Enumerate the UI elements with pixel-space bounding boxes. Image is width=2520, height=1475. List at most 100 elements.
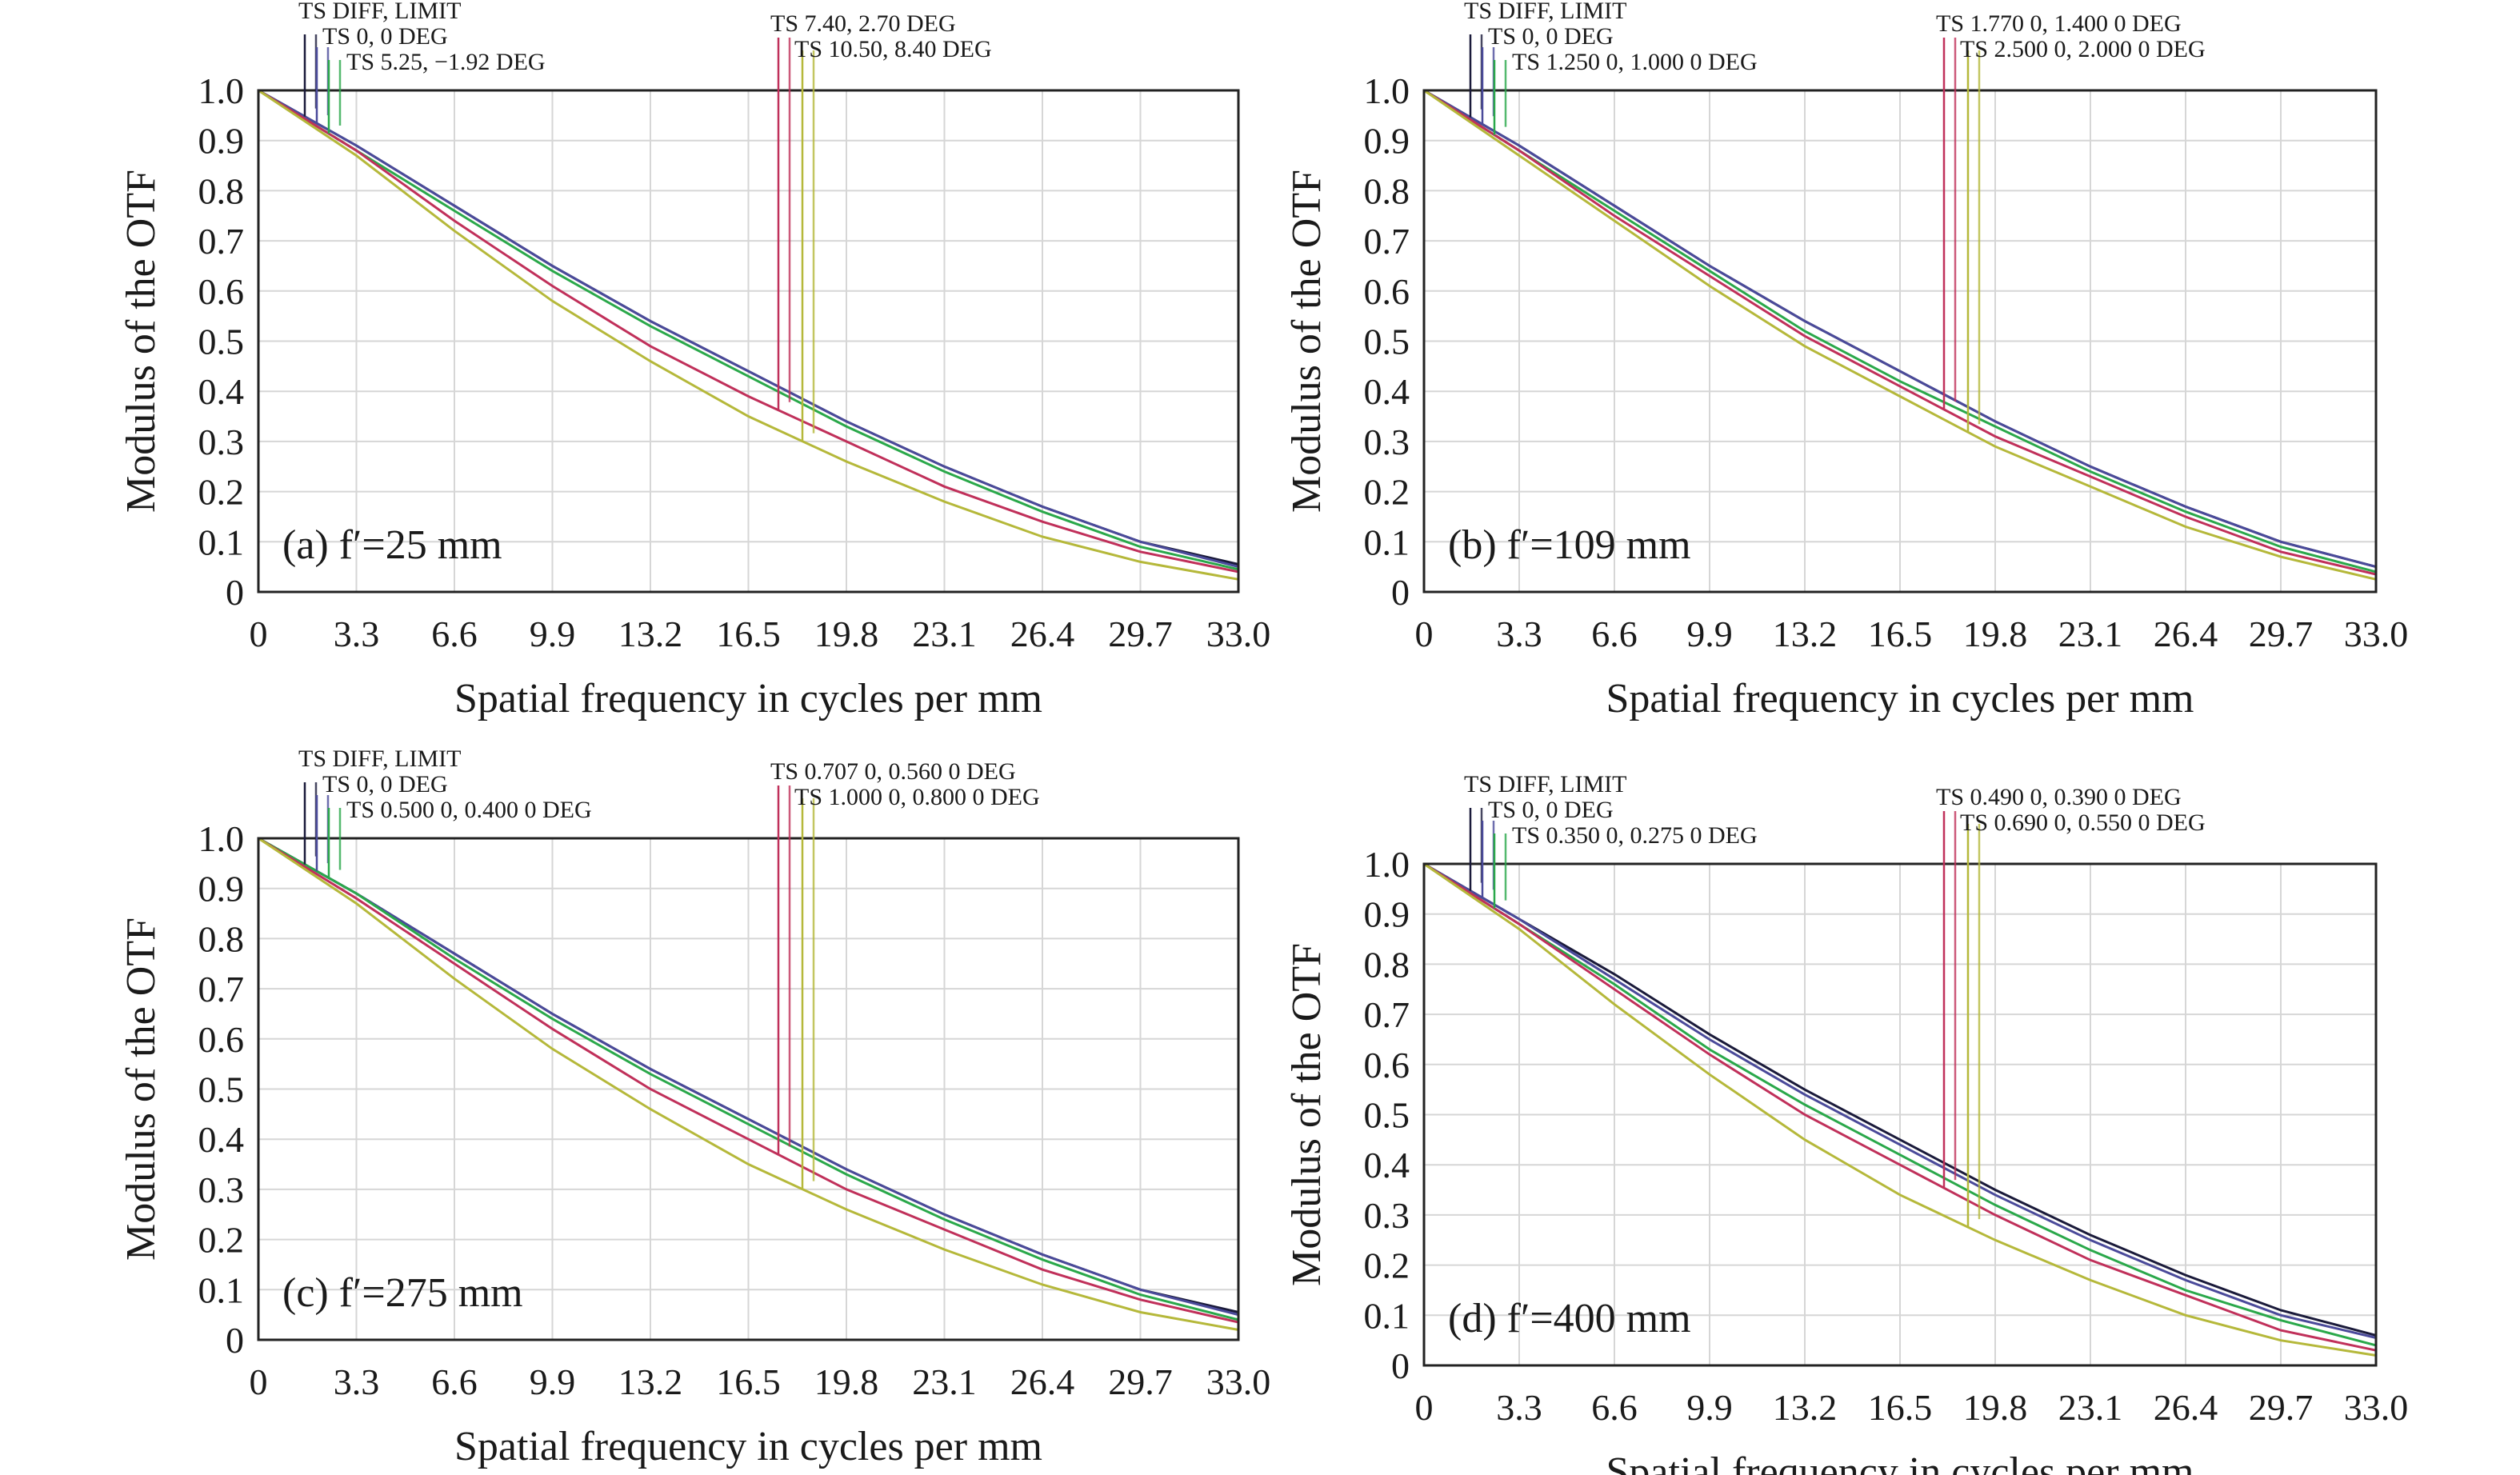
- y-tick-label: 0.8: [198, 170, 245, 211]
- legend-label: TS 1.250 0, 1.000 0 DEG: [1512, 49, 1758, 75]
- x-axis-title: Spatial frequency in cycles per mm: [1606, 1449, 2194, 1475]
- x-tick-label: 0: [1415, 1387, 1434, 1428]
- y-tick-label: 0.5: [198, 1069, 245, 1110]
- chart-panel-2: 0 3.3 6.6 9.9 13.2 16.5 19.8 23.1 26.4 29.7 33.0 0 0…: [118, 745, 1270, 1469]
- y-tick-label: 0.8: [1364, 170, 1410, 211]
- series-line-4: [1423, 862, 2377, 1357]
- panel-label: (d) f′=400 mm: [1448, 1296, 1691, 1341]
- x-tick-label: 33.0: [1206, 614, 1271, 654]
- y-tick-label: 0.3: [198, 422, 245, 462]
- x-tick-label: 19.8: [1963, 614, 2028, 654]
- y-tick-label: 0.7: [1364, 994, 1410, 1035]
- y-axis-title: Modulus of the OTF: [118, 917, 164, 1261]
- y-tick-label: 0.4: [1364, 1145, 1410, 1185]
- y-tick-label: 0.9: [198, 869, 245, 909]
- y-axis-title: Modulus of the OTF: [1284, 943, 1330, 1286]
- legend-label: TS DIFF, LIMIT: [1464, 771, 1626, 797]
- y-tick-label: 0.5: [198, 322, 245, 362]
- legend-label: TS 2.500 0, 2.000 0 DEG: [1960, 36, 2206, 62]
- series-line-3: [1423, 862, 2377, 1352]
- y-tick-label: 0.2: [1364, 1245, 1410, 1286]
- x-tick-label: 0: [250, 1361, 268, 1402]
- series-line-2: [1423, 862, 2377, 1347]
- y-tick-label: 0: [1391, 1345, 1410, 1386]
- y-tick-label: 0.9: [198, 121, 245, 162]
- x-tick-label: 16.5: [1868, 614, 1933, 654]
- x-tick-label: 23.1: [912, 614, 977, 654]
- y-tick-label: 0.1: [1364, 1295, 1410, 1336]
- x-tick-label: 23.1: [2058, 614, 2123, 654]
- y-tick-label: 1.0: [198, 70, 245, 111]
- legend-label: TS DIFF, LIMIT: [298, 745, 461, 772]
- legend-label: TS 0, 0 DEG: [322, 23, 448, 50]
- x-tick-label: 19.8: [814, 614, 879, 654]
- y-tick-label: 0.5: [1364, 1095, 1410, 1136]
- y-tick-label: 0.7: [198, 221, 245, 262]
- y-tick-label: 0.6: [198, 1019, 245, 1060]
- x-tick-label: 16.5: [1868, 1387, 1933, 1428]
- legend-label: TS 0.707 0, 0.560 0 DEG: [770, 758, 1016, 785]
- series-line-1: [258, 89, 1239, 569]
- series-line-1: [1423, 862, 2377, 1339]
- legend-label: TS 0, 0 DEG: [322, 771, 448, 797]
- y-tick-label: 0.1: [198, 522, 245, 562]
- chart-panel-1: 0 3.3 6.6 9.9 13.2 16.5 19.8 23.1 26.4 29.7 33.0 0 0…: [1284, 0, 2408, 722]
- series-line-4: [258, 837, 1239, 1331]
- y-tick-label: 0.4: [198, 1119, 245, 1160]
- legend-label: TS 5.25, −1.92 DEG: [346, 49, 546, 75]
- x-tick-label: 29.7: [1108, 1361, 1173, 1402]
- y-tick-label: 0.7: [1364, 221, 1410, 262]
- legend-label: TS 0.500 0, 0.400 0 DEG: [346, 797, 592, 823]
- x-axis-title: Spatial frequency in cycles per mm: [1606, 676, 2194, 722]
- x-tick-label: 0: [1415, 614, 1434, 654]
- panel-label: (c) f′=275 mm: [282, 1270, 523, 1316]
- plot-frame: [1422, 862, 2378, 1367]
- x-tick-label: 13.2: [618, 614, 683, 654]
- x-tick-label: 9.9: [1686, 1387, 1733, 1428]
- x-tick-label: 23.1: [2058, 1387, 2123, 1428]
- y-tick-label: 0.9: [1364, 894, 1410, 935]
- y-tick-label: 0.3: [1364, 1195, 1410, 1236]
- y-tick-label: 1.0: [1364, 70, 1410, 111]
- x-tick-label: 13.2: [1773, 614, 1838, 654]
- series-line-2: [258, 89, 1239, 571]
- x-tick-label: 6.6: [431, 614, 478, 654]
- y-tick-label: 0.3: [198, 1169, 245, 1210]
- y-axis-title: Modulus of the OTF: [118, 170, 164, 513]
- x-tick-label: 9.9: [530, 1361, 576, 1402]
- y-tick-label: 0.7: [198, 969, 245, 1009]
- x-tick-label: 29.7: [1108, 614, 1173, 654]
- y-axis-title: Modulus of the OTF: [1284, 170, 1330, 513]
- y-tick-label: 0.9: [1364, 121, 1410, 162]
- x-tick-label: 6.6: [1591, 1387, 1638, 1428]
- series-line-2: [258, 837, 1239, 1321]
- series-line-4: [1423, 89, 2377, 581]
- y-tick-label: 0.1: [1364, 522, 1410, 562]
- y-tick-label: 0.5: [1364, 322, 1410, 362]
- panel-label: (b) f′=109 mm: [1448, 522, 1691, 568]
- panel-label: (a) f′=25 mm: [282, 522, 502, 568]
- x-tick-label: 33.0: [2344, 1387, 2409, 1428]
- series-line-3: [1423, 89, 2377, 576]
- legend-label: TS DIFF, LIMIT: [298, 0, 461, 24]
- y-tick-label: 0.8: [1364, 944, 1410, 985]
- x-tick-label: 26.4: [1010, 1361, 1075, 1402]
- chart-panel-3: 0 3.3 6.6 9.9 13.2 16.5 19.8 23.1 26.4 29.7 33.0 0 0…: [1284, 771, 2408, 1475]
- legend-label: TS 10.50, 8.40 DEG: [794, 36, 992, 62]
- plot-frame: [257, 89, 1240, 594]
- x-tick-label: 19.8: [1963, 1387, 2028, 1428]
- y-tick-label: 0.1: [198, 1269, 245, 1310]
- x-tick-label: 6.6: [431, 1361, 478, 1402]
- chart-panel-0: 0 3.3 6.6 9.9 13.2 16.5 19.8 23.1 26.4 29.7 33.0 0 0…: [118, 0, 1270, 722]
- legend-label: TS 7.40, 2.70 DEG: [770, 10, 956, 37]
- series-line-3: [258, 89, 1239, 574]
- y-tick-label: 0.2: [198, 1220, 245, 1261]
- x-axis-title: Spatial frequency in cycles per mm: [454, 676, 1042, 722]
- x-axis-title: Spatial frequency in cycles per mm: [454, 1424, 1042, 1469]
- plot-frame: [257, 837, 1240, 1341]
- y-tick-label: 0.2: [198, 472, 245, 513]
- series-line-2: [1423, 89, 2377, 574]
